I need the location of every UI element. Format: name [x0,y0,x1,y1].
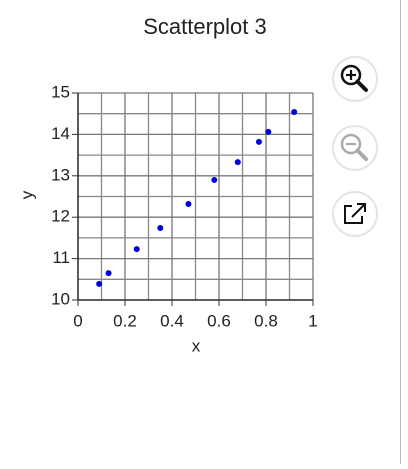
y-axis-label: y [17,190,36,199]
x-tick-label: 0.6 [207,311,231,330]
point [234,159,241,166]
x-tick-label: 0 [73,311,82,330]
y-tick-label: 10 [51,289,70,308]
y-tick-label: 12 [51,207,70,226]
point [105,270,112,277]
x-tick-label: 1 [308,311,317,330]
point [157,224,164,231]
point [133,246,140,253]
zoom-in-button[interactable] [332,56,378,102]
point [255,138,262,145]
point [265,128,272,135]
point [185,200,192,207]
y-tick-label: 11 [52,248,70,267]
x-tick-label: 0.4 [160,311,184,330]
zoom-out-button[interactable] [332,125,378,171]
y-tick-label: 15 [51,82,70,101]
x-tick-label: 0.8 [254,311,278,330]
y-tick-label: 14 [51,124,70,143]
x-tick-label: 0.2 [113,311,137,330]
point [211,176,218,183]
x-axis-label: x [192,336,201,355]
point [96,280,103,287]
y-tick-label: 13 [51,165,70,184]
chart-title: Scatterplot 3 [143,14,267,39]
point [291,109,298,116]
export-button[interactable] [332,191,378,237]
